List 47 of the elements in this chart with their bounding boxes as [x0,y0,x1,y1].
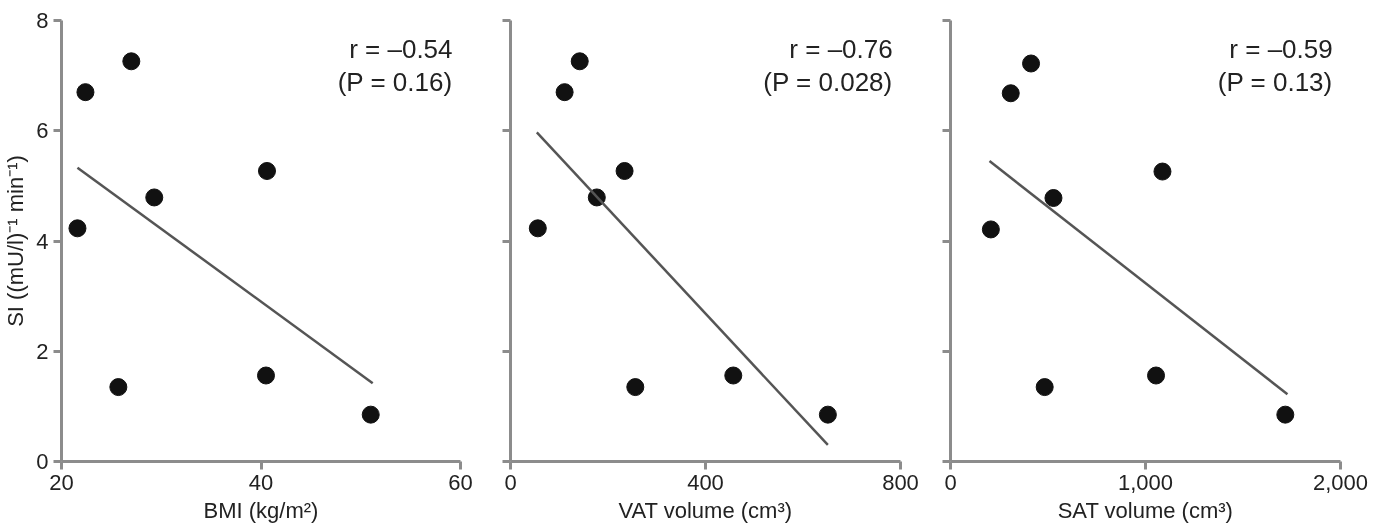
x-tick-label: 2,000 [1312,469,1369,495]
point [145,188,164,207]
x-axis-title: SAT volume (cm³) [1057,497,1233,523]
point [1022,54,1041,73]
x-axis-title: VAT volume (cm³) [618,497,793,523]
point [361,405,380,424]
y-axis-title: SI ((mU/l)⁻¹ min⁻¹) [3,155,29,327]
x-tick-label: 0 [944,469,957,495]
point [1147,366,1166,385]
y-tick-label: 2 [36,338,49,364]
x-tick-label: 400 [687,469,724,495]
point [528,219,547,238]
y-tick-label: 0 [36,449,49,474]
point [68,219,87,238]
point [1035,378,1054,397]
annotation: (P = 0.16) [337,66,453,97]
y-tick-label: 4 [36,228,49,254]
point [626,378,645,397]
point [570,52,589,71]
x-tick-label: 60 [448,469,473,495]
point [1001,84,1020,103]
point [1044,189,1063,207]
point [76,83,95,102]
annotation: r = –0.59 [1229,33,1333,64]
point [122,52,141,71]
x-tick-label: 0 [504,469,517,495]
x-tick-label: 800 [882,469,919,495]
point [1153,162,1172,181]
annotation: (P = 0.028) [763,66,893,97]
point [981,220,1000,239]
point [555,83,574,102]
y-tick-label: 6 [36,118,49,144]
x-tick-label: 40 [248,469,274,495]
annotation: (P = 0.13) [1217,66,1333,97]
y-tick-label: 8 [36,8,49,33]
x-tick-label: 20 [49,469,74,495]
point [256,366,275,385]
point [615,162,634,180]
x-axis-title: BMI (kg/m²) [203,497,319,523]
annotation: r = –0.76 [789,33,893,64]
annotation: r = –0.54 [349,33,453,64]
x-tick-label: 1,000 [1117,469,1174,495]
point [109,378,128,397]
point [257,162,276,180]
point [818,405,837,424]
point [1276,405,1295,424]
point [724,366,743,385]
